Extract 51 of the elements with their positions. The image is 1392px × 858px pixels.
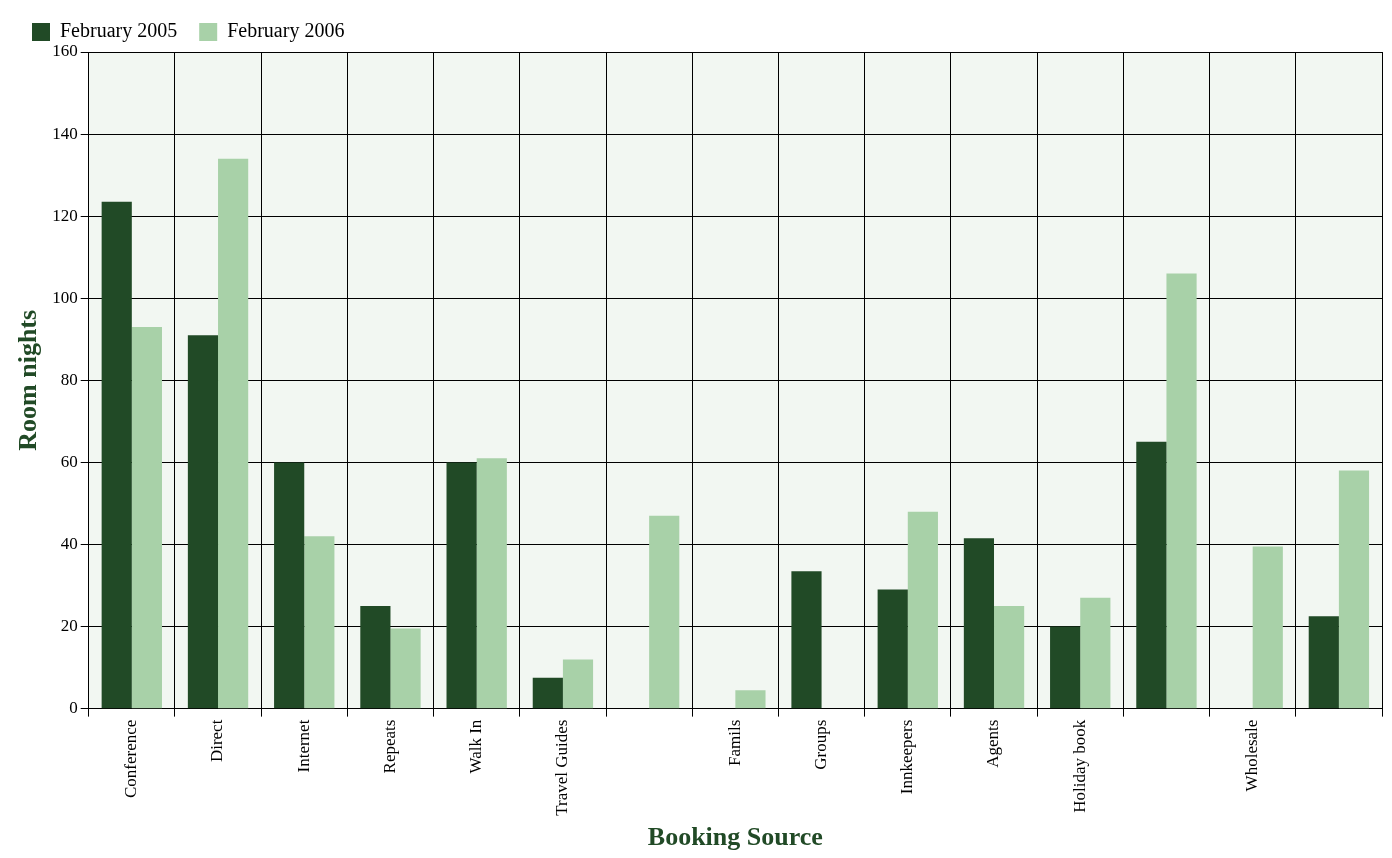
x-tick-label: Groups	[811, 719, 831, 770]
bar	[304, 536, 335, 709]
bar	[1050, 626, 1081, 709]
y-tick-label: 80	[60, 369, 78, 389]
bar	[532, 677, 563, 709]
bar	[187, 335, 219, 709]
x-tick-label: Wholesale	[1242, 719, 1262, 792]
x-tick-label: Travel Guides	[552, 719, 572, 816]
y-tick-label: 140	[52, 123, 78, 143]
x-tick-label: Walk In	[466, 719, 486, 774]
bar	[1252, 546, 1283, 709]
bar	[446, 462, 477, 709]
y-tick-label: 20	[60, 616, 78, 636]
bar	[1338, 470, 1370, 709]
y-axis-title: Room nights	[13, 309, 43, 451]
bar	[131, 326, 162, 709]
bar	[963, 538, 995, 709]
bar	[101, 201, 132, 709]
bar	[649, 515, 680, 709]
x-tick-label: Holiday book	[1069, 719, 1089, 813]
bar	[735, 690, 766, 709]
y-tick-label: 100	[52, 287, 78, 307]
x-tick-label: Agents	[983, 719, 1003, 768]
legend-label: February 2006	[227, 19, 345, 43]
x-tick-label: Internet	[293, 719, 313, 773]
legend-label: February 2005	[60, 19, 178, 43]
x-tick-label: Innkeepers	[897, 719, 917, 795]
y-tick-label: 60	[60, 451, 78, 471]
bar	[994, 606, 1025, 709]
bar	[360, 606, 391, 709]
y-tick-label: 120	[52, 205, 78, 225]
x-tick-label: Conference	[121, 719, 141, 798]
bar	[476, 458, 507, 709]
bar	[1166, 273, 1197, 709]
y-tick-label: 40	[60, 533, 78, 553]
y-tick-label: 160	[52, 41, 78, 61]
bar	[218, 158, 249, 709]
x-tick-label: Repeats	[379, 719, 399, 774]
bar	[1080, 597, 1111, 709]
bar	[1136, 441, 1167, 709]
bar	[907, 511, 938, 709]
bar	[274, 462, 305, 709]
bar	[390, 628, 421, 709]
x-tick-label: Direct	[207, 719, 227, 763]
bar	[1308, 616, 1339, 709]
bar	[877, 589, 908, 709]
bar	[562, 659, 594, 709]
y-tick-label: 0	[69, 698, 78, 718]
bar	[791, 571, 822, 709]
x-tick-label: Famils	[724, 719, 744, 766]
x-axis-title: Booking Source	[647, 822, 823, 852]
